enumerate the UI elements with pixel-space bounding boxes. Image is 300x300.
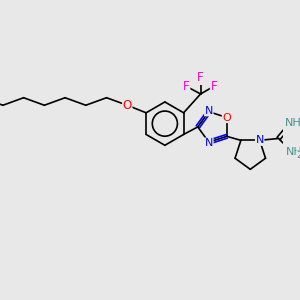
Text: N: N [205,106,213,116]
Text: F: F [183,80,190,93]
Text: N: N [205,138,213,148]
Text: NH: NH [286,147,300,157]
Text: O: O [222,112,231,122]
Text: F: F [197,71,204,84]
Text: NH: NH [285,118,300,128]
Text: F: F [211,80,217,93]
Text: O: O [123,99,132,112]
Text: 2: 2 [296,151,300,160]
Text: N: N [256,135,264,145]
